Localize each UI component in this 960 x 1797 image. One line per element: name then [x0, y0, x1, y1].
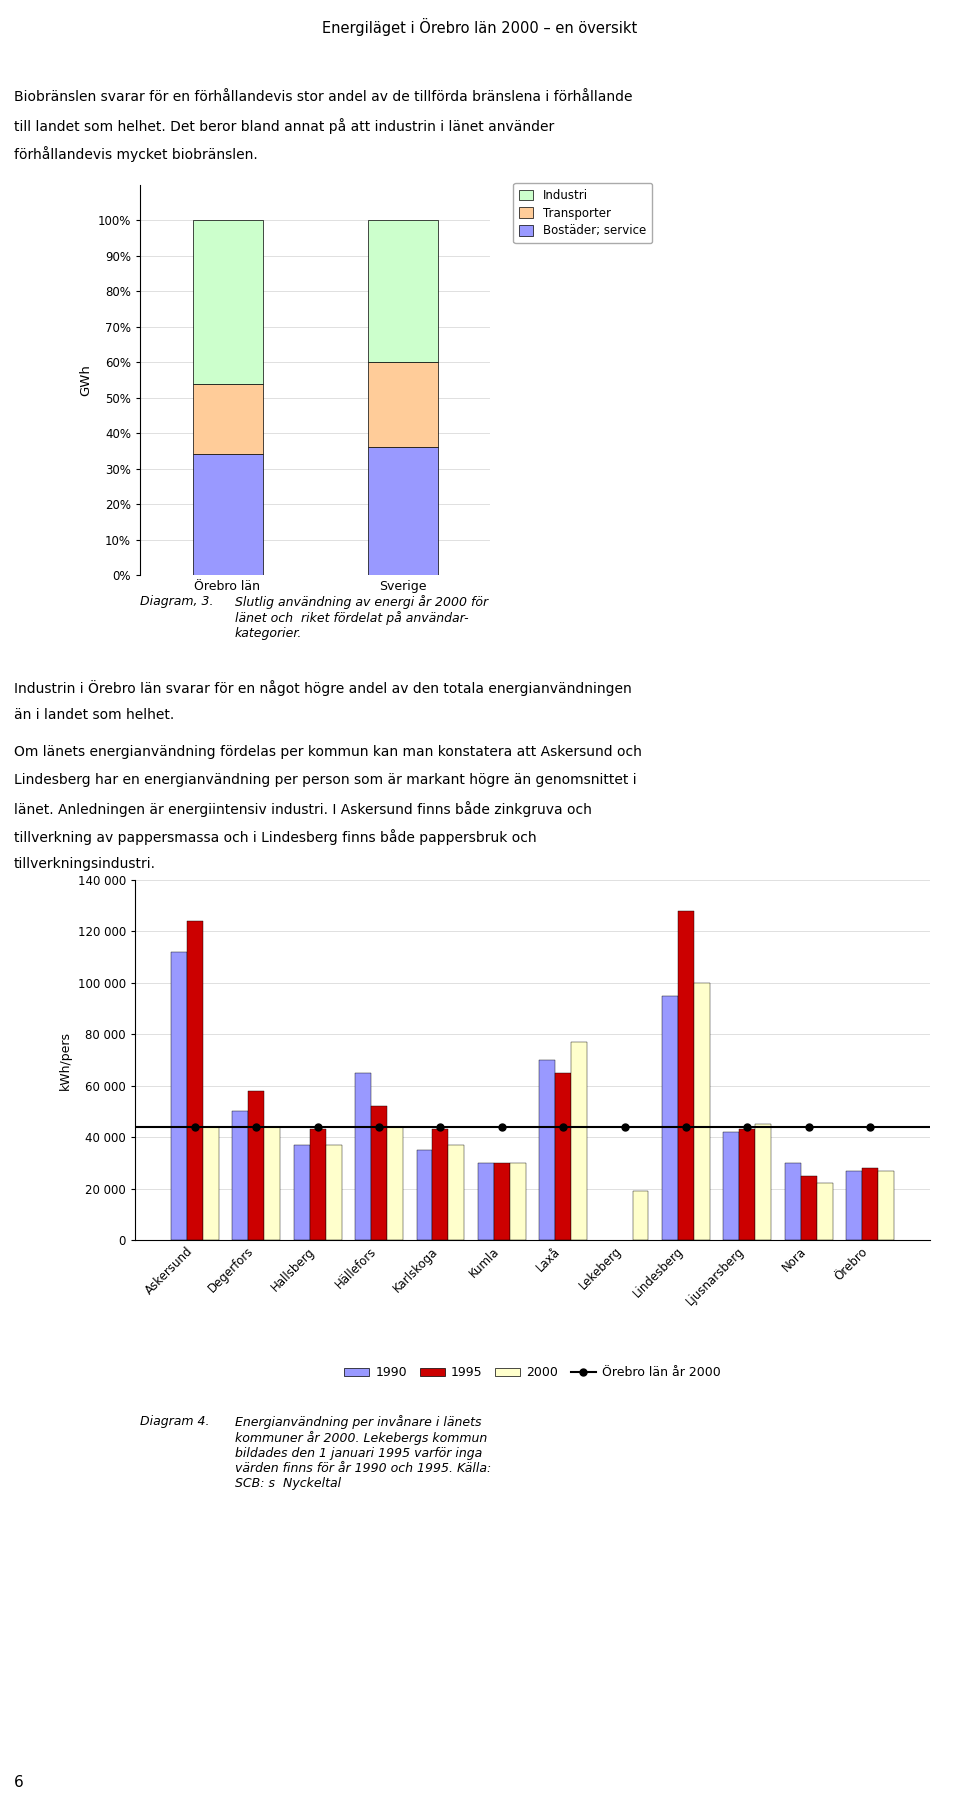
Bar	[387, 1127, 403, 1240]
Bar	[784, 1163, 801, 1240]
Bar	[325, 1145, 342, 1240]
Bar	[372, 1107, 387, 1240]
Bar	[193, 383, 262, 455]
Bar	[756, 1125, 771, 1240]
Bar	[877, 1170, 894, 1240]
Bar	[310, 1130, 325, 1240]
Bar	[448, 1145, 465, 1240]
Bar	[633, 1191, 648, 1240]
Bar	[571, 1042, 588, 1240]
Bar	[555, 1073, 571, 1240]
Bar	[264, 1127, 280, 1240]
Bar	[662, 996, 678, 1240]
Bar	[294, 1145, 310, 1240]
Bar	[510, 1163, 526, 1240]
Bar	[193, 221, 262, 383]
Bar	[801, 1175, 817, 1240]
Text: tillverkningsindustri.: tillverkningsindustri.	[14, 857, 156, 872]
Text: än i landet som helhet.: än i landet som helhet.	[14, 708, 175, 722]
Bar	[187, 922, 203, 1240]
Text: till landet som helhet. Det beror bland annat på att industrin i länet använder: till landet som helhet. Det beror bland …	[14, 119, 554, 135]
Text: Energianvändning per invånare i länets
kommuner år 2000. Lekebergs kommun
bildad: Energianvändning per invånare i länets k…	[235, 1414, 492, 1490]
Bar	[817, 1184, 832, 1240]
Y-axis label: GWh: GWh	[79, 365, 92, 395]
Bar	[846, 1170, 862, 1240]
Text: tillverkning av pappersmassa och i Lindesberg finns både pappersbruk och: tillverkning av pappersmassa och i Linde…	[14, 828, 537, 845]
Text: 6: 6	[14, 1775, 24, 1790]
Bar	[368, 221, 438, 363]
Bar	[694, 983, 709, 1240]
Bar	[203, 1127, 219, 1240]
Text: Om länets energianvändning fördelas per kommun kan man konstatera att Askersund : Om länets energianvändning fördelas per …	[14, 746, 642, 758]
Text: Lindesberg har en energianvändning per person som är markant högre än genomsnitt: Lindesberg har en energianvändning per p…	[14, 773, 636, 787]
Text: Slutlig användning av energi år 2000 för
länet och  riket fördelat på användar-
: Slutlig användning av energi år 2000 för…	[235, 595, 488, 640]
Bar	[249, 1091, 264, 1240]
Bar	[739, 1130, 756, 1240]
Bar	[723, 1132, 739, 1240]
Text: Biobränslen svarar för en förhållandevis stor andel av de tillförda bränslena i : Biobränslen svarar för en förhållandevis…	[14, 90, 633, 104]
Text: Energiläget i Örebro län 2000 – en översikt: Energiläget i Örebro län 2000 – en övers…	[323, 18, 637, 36]
Bar	[232, 1111, 249, 1240]
Bar	[193, 455, 262, 575]
Text: förhållandevis mycket biobränslen.: förhållandevis mycket biobränslen.	[14, 146, 257, 162]
Bar	[433, 1130, 448, 1240]
Y-axis label: kWh/pers: kWh/pers	[60, 1030, 72, 1089]
Text: Diagram 4.: Diagram 4.	[140, 1414, 209, 1429]
Text: Diagram, 3.: Diagram, 3.	[140, 595, 213, 607]
Bar	[368, 447, 438, 575]
Bar	[355, 1073, 372, 1240]
Text: länet. Anledningen är energiintensiv industri. I Askersund finns både zinkgruva : länet. Anledningen är energiintensiv ind…	[14, 801, 592, 818]
Bar	[368, 363, 438, 447]
Bar	[678, 911, 694, 1240]
Legend: 1990, 1995, 2000, Örebro län år 2000: 1990, 1995, 2000, Örebro län år 2000	[339, 1362, 726, 1384]
Bar	[540, 1060, 555, 1240]
Bar	[862, 1168, 877, 1240]
Bar	[171, 952, 187, 1240]
Legend: Industri, Transporter, Bostäder; service: Industri, Transporter, Bostäder; service	[514, 183, 652, 243]
Text: Industrin i Örebro län svarar för en något högre andel av den totala energianvän: Industrin i Örebro län svarar för en någ…	[14, 679, 632, 695]
Bar	[478, 1163, 493, 1240]
Bar	[493, 1163, 510, 1240]
Bar	[417, 1150, 433, 1240]
